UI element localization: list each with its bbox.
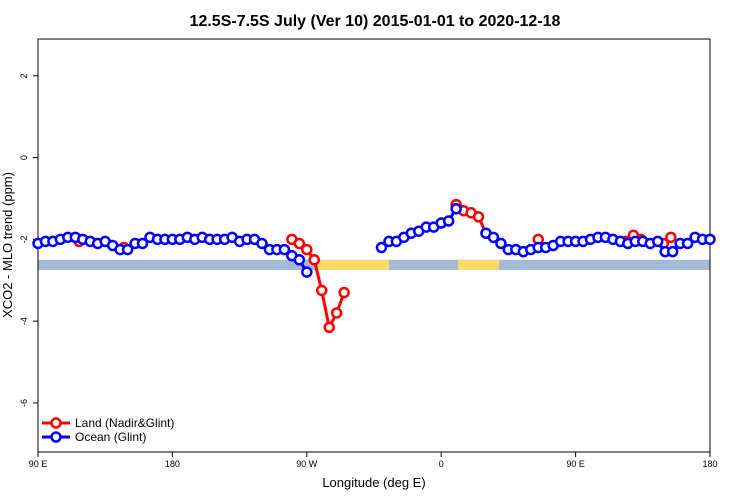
legend-label-land: Land (Nadir&Glint) xyxy=(75,416,174,430)
legend-label-ocean: Ocean (Glint) xyxy=(75,430,146,444)
y-tick-label-4: -6 xyxy=(19,399,29,407)
x-tick-label-0: 90 E xyxy=(29,459,48,469)
ocean-point-30 xyxy=(256,237,268,250)
x-tick-label-4: 90 E xyxy=(566,459,585,469)
ocean-point-33 xyxy=(278,243,291,256)
land-point-20 xyxy=(665,231,677,244)
legend: Land (Nadir&Glint) Ocean (Glint) xyxy=(42,416,174,444)
ocean-point-49 xyxy=(487,231,500,244)
ocean-point-50 xyxy=(495,237,507,250)
land-band-segment-0 xyxy=(316,259,389,271)
x-tick-label-1: 180 xyxy=(165,459,180,469)
ocean-point-36 xyxy=(301,266,313,278)
x-tick-label-5: 180 xyxy=(702,459,717,469)
ocean-point-78 xyxy=(704,233,716,246)
y-tick-label-1: 0 xyxy=(19,155,29,160)
series-layer xyxy=(32,198,716,334)
land-point-13 xyxy=(472,211,485,223)
land-point-5 xyxy=(308,254,321,266)
land-point-8 xyxy=(330,307,343,319)
land-point-7 xyxy=(323,321,335,334)
land-point-9 xyxy=(338,286,350,299)
ocean-point-35 xyxy=(293,254,306,266)
land-point-6 xyxy=(315,284,328,297)
y-tick-label-0: 2 xyxy=(19,73,29,78)
land-point-3 xyxy=(293,237,306,250)
y-axis-label: XCO2 - MLO trend (ppm) xyxy=(0,172,15,318)
ocean-point-71 xyxy=(651,235,664,248)
legend-marker-land xyxy=(50,417,62,429)
x-tick-label-2: 90 W xyxy=(296,459,318,469)
ocean-point-73 xyxy=(666,245,679,258)
ocean-point-75 xyxy=(681,237,694,250)
y-tick-label-2: -2 xyxy=(19,235,29,243)
legend-marker-ocean xyxy=(50,431,62,443)
land-point-4 xyxy=(301,243,313,256)
land-band-segment-1 xyxy=(458,259,500,271)
chart-title: 12.5S-7.5S July (Ver 10) 2015-01-01 to 2… xyxy=(190,13,561,30)
ocean-point-14 xyxy=(136,237,149,250)
x-axis: 90 E 180 90 W 0 90 E 180 xyxy=(29,452,718,469)
ocean-point-46 xyxy=(442,215,455,227)
ocean-point-47 xyxy=(450,202,462,215)
ocean-point-12 xyxy=(121,243,134,256)
land-ocean-band xyxy=(38,259,710,271)
y-tick-label-3: -4 xyxy=(19,317,29,325)
ocean-point-37 xyxy=(375,241,388,254)
x-tick-label-3: 0 xyxy=(439,459,444,469)
x-axis-label: Longitude (deg E) xyxy=(322,475,425,490)
